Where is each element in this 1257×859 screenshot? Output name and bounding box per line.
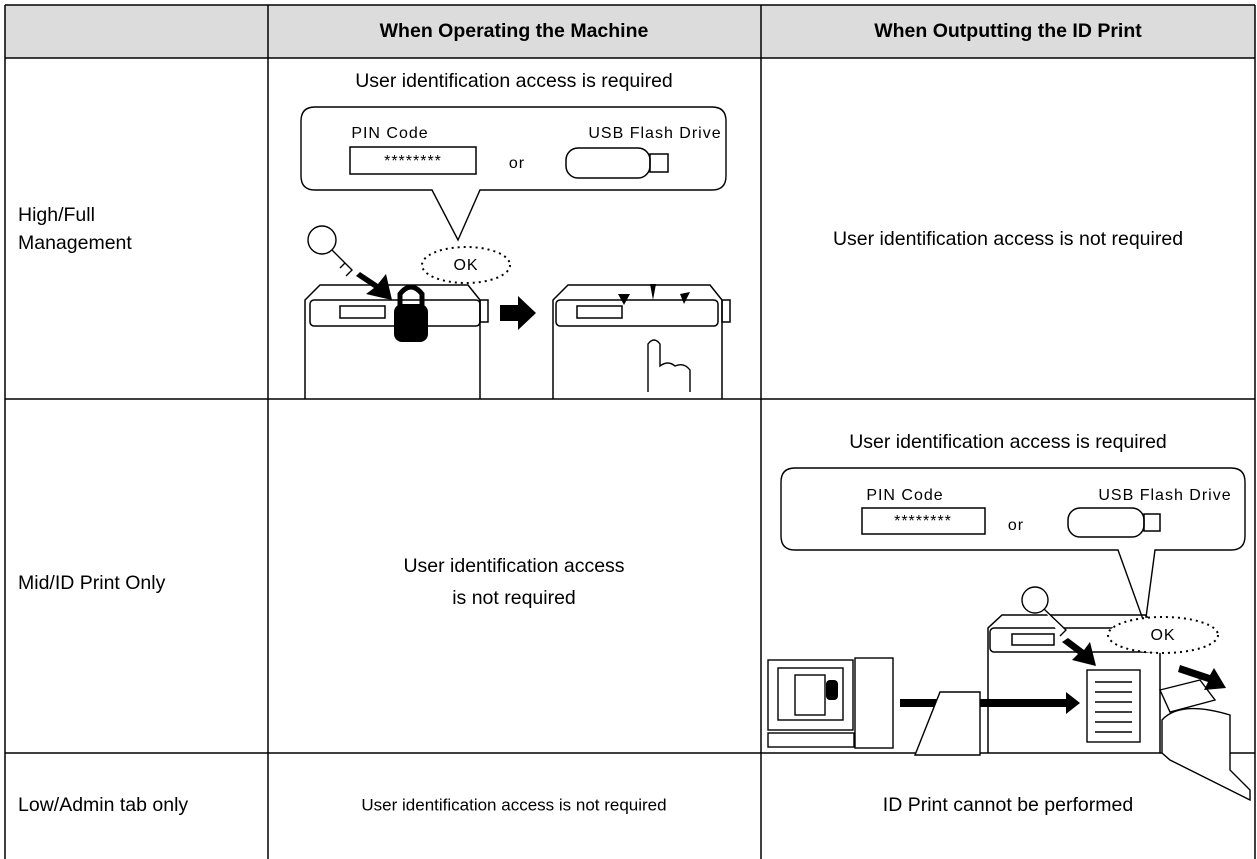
ok-text: OK bbox=[453, 257, 478, 274]
cell-text: User identification access bbox=[403, 555, 624, 577]
row-label: Management bbox=[18, 232, 132, 254]
cell-text: ID Print cannot be performed bbox=[883, 794, 1133, 816]
or-text: or bbox=[1008, 517, 1024, 534]
usb-label: USB Flash Drive bbox=[1098, 487, 1231, 504]
cell-text: User identification access is not requir… bbox=[833, 228, 1183, 250]
column-header: When Operating the Machine bbox=[380, 20, 649, 42]
column-header: When Outputting the ID Print bbox=[874, 20, 1142, 42]
or-text: or bbox=[509, 155, 525, 172]
usb-label: USB Flash Drive bbox=[588, 125, 721, 142]
cell-text: User identification access is not requir… bbox=[361, 795, 666, 814]
header-background bbox=[5, 5, 1255, 58]
illustration-machine-login: PIN Code ******** or USB Flash Drive OK bbox=[300, 106, 731, 399]
pin-label: PIN Code bbox=[351, 125, 428, 142]
cell-text: is not required bbox=[452, 587, 576, 609]
table-grid bbox=[4, 4, 1256, 859]
pin-label: PIN Code bbox=[866, 487, 943, 504]
illustration-id-print: PIN Code ******** or USB Flash Drive OK bbox=[767, 467, 1251, 802]
pin-value: ******** bbox=[384, 153, 442, 170]
pin-value: ******** bbox=[894, 513, 952, 530]
row-label: Low/Admin tab only bbox=[18, 794, 188, 816]
row-label: High/Full bbox=[18, 204, 95, 226]
cell-text: User identification access is required bbox=[849, 431, 1167, 453]
row-label: Mid/ID Print Only bbox=[18, 572, 166, 594]
ok-text: OK bbox=[1150, 627, 1175, 644]
cell-text: User identification access is required bbox=[355, 70, 673, 92]
